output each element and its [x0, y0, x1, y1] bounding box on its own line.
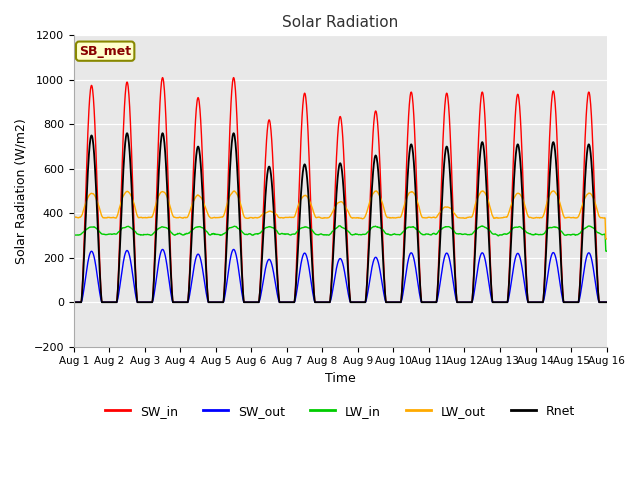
Text: SB_met: SB_met: [79, 45, 131, 58]
SW_in: [510, 146, 518, 152]
LW_in: [336, 223, 344, 228]
SW_in: [556, 206, 563, 212]
LW_in: [279, 231, 287, 237]
X-axis label: Time: Time: [324, 372, 356, 385]
LW_in: [292, 230, 300, 236]
LW_out: [292, 211, 300, 216]
Rnet: [124, 130, 131, 136]
LW_in: [510, 225, 518, 231]
SW_in: [279, 300, 287, 305]
Legend: SW_in, SW_out, LW_in, LW_out, Rnet: SW_in, SW_out, LW_in, LW_out, Rnet: [100, 400, 580, 423]
SW_out: [292, 292, 300, 298]
Line: SW_in: SW_in: [74, 78, 607, 302]
Rnet: [292, 279, 300, 285]
SW_in: [603, 300, 611, 305]
Rnet: [422, 300, 430, 305]
SW_in: [188, 209, 196, 215]
LW_out: [603, 236, 611, 242]
LW_in: [422, 231, 430, 237]
LW_out: [70, 215, 77, 220]
SW_in: [70, 300, 77, 305]
Rnet: [188, 231, 196, 237]
SW_in: [159, 75, 166, 81]
Line: SW_out: SW_out: [74, 250, 607, 302]
LW_out: [509, 196, 517, 202]
SW_out: [188, 278, 196, 284]
Rnet: [70, 300, 77, 305]
LW_in: [603, 248, 611, 254]
Rnet: [603, 300, 611, 305]
Line: Rnet: Rnet: [74, 133, 607, 302]
LW_in: [188, 228, 195, 234]
SW_out: [279, 300, 287, 305]
LW_out: [556, 199, 563, 205]
LW_out: [550, 188, 557, 194]
SW_out: [603, 300, 611, 305]
SW_out: [422, 300, 430, 305]
SW_out: [70, 300, 77, 305]
LW_in: [70, 232, 77, 238]
LW_in: [556, 227, 563, 233]
Rnet: [556, 229, 563, 235]
SW_in: [422, 300, 430, 305]
SW_in: [292, 269, 300, 275]
Title: Solar Radiation: Solar Radiation: [282, 15, 398, 30]
LW_out: [188, 204, 195, 209]
Rnet: [510, 183, 518, 189]
Line: LW_in: LW_in: [74, 226, 607, 251]
Y-axis label: Solar Radiation (W/m2): Solar Radiation (W/m2): [15, 118, 28, 264]
LW_out: [279, 215, 287, 221]
Line: LW_out: LW_out: [74, 191, 607, 239]
SW_out: [510, 264, 518, 269]
SW_out: [159, 247, 166, 252]
Rnet: [279, 300, 287, 305]
LW_out: [422, 215, 429, 221]
SW_out: [556, 277, 563, 283]
